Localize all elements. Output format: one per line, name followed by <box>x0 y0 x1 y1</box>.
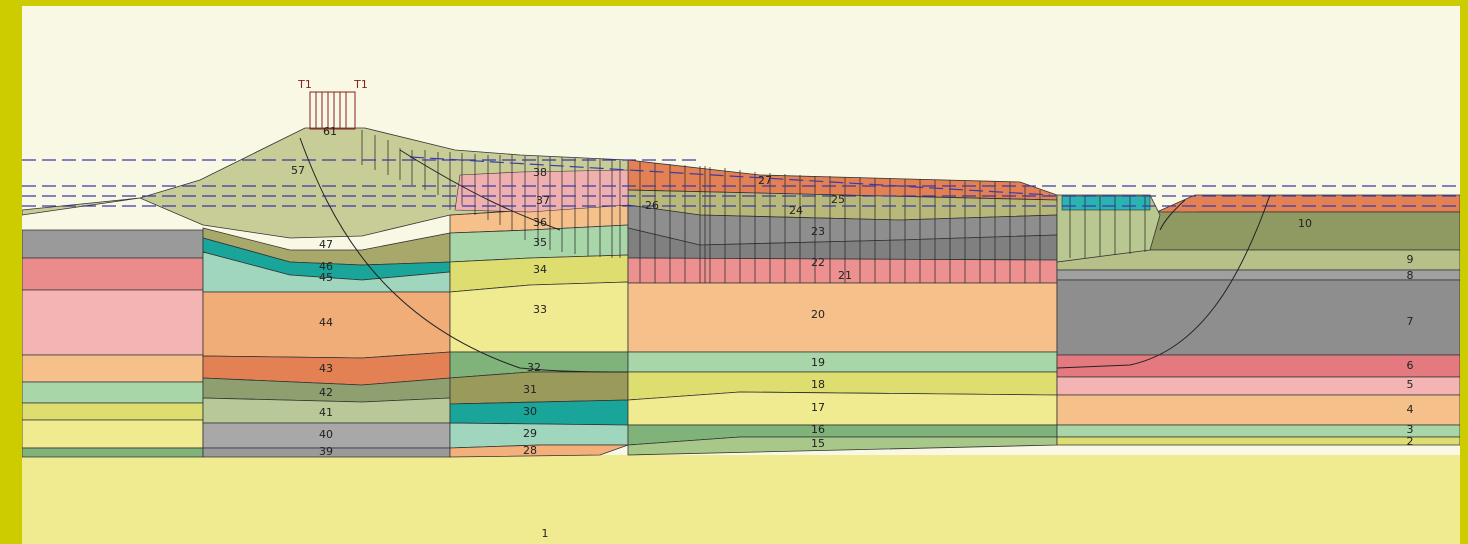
label-18: 18 <box>811 378 825 391</box>
label-1: 1 <box>542 527 549 540</box>
label-9: 9 <box>1407 253 1414 266</box>
label-36: 36 <box>533 216 547 229</box>
label-3: 3 <box>1407 423 1414 436</box>
label-40: 40 <box>319 428 333 441</box>
label-30: 30 <box>523 405 537 418</box>
label-19: 19 <box>811 356 825 369</box>
label-57: 57 <box>291 164 305 177</box>
label-45: 45 <box>319 271 333 284</box>
label-2: 2 <box>1407 435 1414 448</box>
label-46: 46 <box>319 260 333 273</box>
label-37: 37 <box>536 194 550 207</box>
label-35: 35 <box>533 236 547 249</box>
load-label-right: T1 <box>353 78 368 91</box>
right-block <box>1056 194 1460 446</box>
label-20: 20 <box>811 308 825 321</box>
label-25: 25 <box>831 193 845 206</box>
dam-block-right <box>1056 194 1161 263</box>
label-33: 33 <box>533 303 547 316</box>
teal-cap <box>1061 195 1151 211</box>
label-26: 26 <box>645 199 659 212</box>
load-label-left: T1 <box>297 78 312 91</box>
label-10: 10 <box>1298 217 1312 230</box>
embankment-pink-zone <box>454 169 629 213</box>
layer-1 <box>22 455 1460 544</box>
label-24: 24 <box>789 204 803 217</box>
label-15: 15 <box>811 437 825 450</box>
label-27: 27 <box>758 174 772 187</box>
label-32: 32 <box>527 361 541 374</box>
label-61: 61 <box>323 125 337 138</box>
label-22: 22 <box>811 256 825 269</box>
label-16: 16 <box>811 423 825 436</box>
layer-labels: 1 2 3 4 5 6 7 8 9 10 15 16 17 18 19 20 2… <box>291 125 1414 540</box>
label-29: 29 <box>523 427 537 440</box>
label-31: 31 <box>523 383 537 396</box>
label-8: 8 <box>1407 269 1414 282</box>
label-23: 23 <box>811 225 825 238</box>
load-block <box>309 91 356 130</box>
label-17: 17 <box>811 401 825 414</box>
label-42: 42 <box>319 386 333 399</box>
left-block <box>22 229 204 458</box>
block-28-36 <box>449 204 629 458</box>
label-7: 7 <box>1407 315 1414 328</box>
label-5: 5 <box>1407 378 1414 391</box>
slip-surfaces <box>299 137 1271 373</box>
label-38: 38 <box>533 166 547 179</box>
label-34: 34 <box>533 263 547 276</box>
label-41: 41 <box>319 406 333 419</box>
label-21: 21 <box>838 269 852 282</box>
label-47: 47 <box>319 238 333 251</box>
label-4: 4 <box>1407 403 1414 416</box>
label-28: 28 <box>523 444 537 457</box>
hatching <box>361 130 1146 283</box>
label-44: 44 <box>319 316 333 329</box>
label-39: 39 <box>319 445 333 458</box>
label-43: 43 <box>319 362 333 375</box>
geological-cross-section: T1 T1 1 2 3 4 5 6 7 8 9 10 15 16 17 18 1… <box>22 6 1460 544</box>
water-levels <box>22 156 1460 207</box>
label-6: 6 <box>1407 359 1414 372</box>
